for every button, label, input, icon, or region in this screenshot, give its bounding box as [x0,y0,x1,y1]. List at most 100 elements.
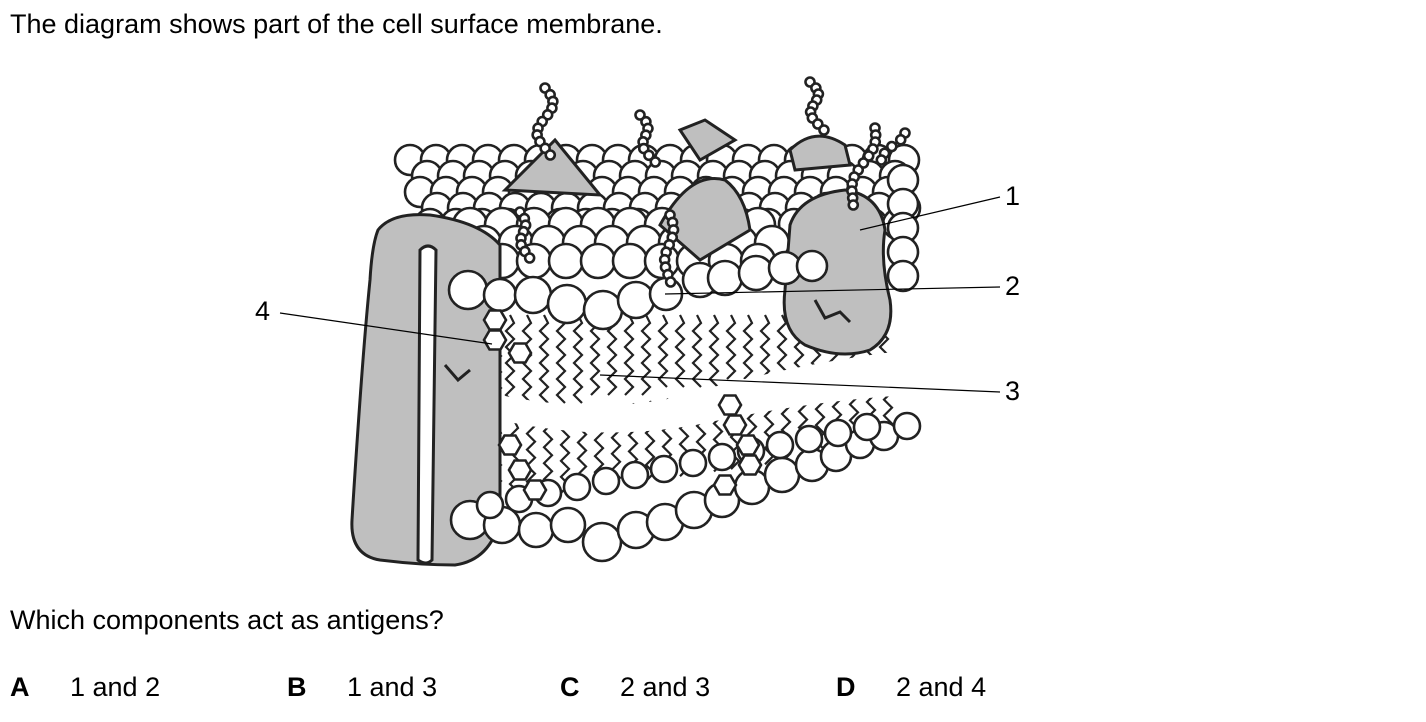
cholesterol-ring [482,329,508,351]
phospholipid-head [517,511,555,549]
sugar-bead [894,133,907,146]
fatty-acid-tail [640,314,652,396]
phospholipid-head [706,259,744,297]
phospholipid-head [549,506,587,544]
label-2: 2 [1005,271,1020,301]
phospholipid-head [795,249,829,283]
fatty-acid-tail [708,314,720,388]
phospholipid-head [579,242,617,280]
sugar-bead [875,154,888,166]
bilayer-gap [500,350,910,433]
surface-protein-right-back [788,134,852,172]
sugar-bead [847,199,860,211]
phospholipid-head [581,521,623,563]
protein-hook [443,364,471,383]
phospholipid-head [546,283,588,325]
channel-pore [416,244,438,565]
phospholipid-head [737,254,775,292]
question-prompt: Which components act as antigens? [10,605,444,635]
phospholipid-head [447,269,489,311]
fatty-acid-tail [759,314,771,380]
cholesterol-ring [497,434,523,456]
sugar-bead [523,252,536,264]
leader-line-1 [859,196,1001,231]
option-c-letter: C [560,672,580,702]
cholesterol-ring [507,459,533,481]
cholesterol-ring [735,434,761,456]
cholesterol-molecules [482,309,763,501]
option-a-letter: A [10,672,30,702]
surface-protein-middle [658,177,752,262]
question-intro: The diagram shows part of the cell surfa… [10,9,663,39]
fatty-acid-tail [657,314,669,388]
leader-line-4 [279,312,493,345]
protein-hook-right [813,299,852,324]
fatty-acid-tail [555,314,567,404]
fatty-acid-tail [725,314,737,380]
fatty-acid-tail [776,314,788,380]
glycoprotein-protein [782,188,893,356]
surface-protein-left [501,137,604,197]
phospholipid-head [852,412,882,442]
option-a-text: 1 and 2 [70,672,161,702]
option-a[interactable]: A 1 and 2 [10,670,160,704]
phospholipid-head [611,242,649,280]
option-b-text: 1 and 3 [347,672,438,702]
fatty-acid-tail [742,314,754,380]
phospholipid-head [765,430,795,460]
phospholipid-head [562,472,592,502]
option-b-letter: B [287,672,307,702]
phospholipid-head [678,448,708,478]
leader-line-3 [599,374,1001,393]
phospholipid-head [707,442,737,472]
leader-line-2 [664,286,1001,295]
phospholipid-head [649,454,679,484]
label-1: 1 [1005,181,1020,211]
option-c-text: 2 and 3 [620,672,711,702]
phospholipid-head [475,490,505,520]
phospholipid-head [582,289,624,331]
fatty-acid-tail [589,314,601,396]
phospholipid-head [513,275,553,315]
cholesterol-ring [722,414,748,436]
option-d-text: 2 and 4 [896,672,987,702]
option-c[interactable]: C 2 and 3 [560,670,710,704]
phospholipid-head [886,259,920,293]
fatty-acid-tail [504,314,516,412]
phospholipid-head [763,456,801,494]
sugar-bead [885,140,898,153]
cholesterol-ring [717,394,743,416]
front-phospholipid-heads [447,249,922,563]
answer-options: A 1 and 2 B 1 and 3 C 2 and 3 D 2 and 4 [10,670,1110,706]
cholesterol-ring [507,342,533,364]
label-4: 4 [255,296,270,326]
label-3: 3 [1005,376,1020,406]
phospholipid-head [616,280,656,320]
cholesterol-ring [482,309,508,331]
fatty-acid-tail [623,314,635,396]
phospholipid-head [547,242,585,280]
phospholipid-head [823,418,853,448]
fatty-acid-tail [674,314,686,388]
phospholipid-head [591,466,621,496]
option-d-letter: D [836,672,856,702]
sugar-bead [544,149,557,161]
option-d[interactable]: D 2 and 4 [836,670,986,704]
cholesterol-ring [522,479,548,501]
fatty-acid-tail [538,314,550,404]
phospholipid-head [482,277,518,313]
phospholipid-head [892,411,922,441]
carbohydrate-chains [514,76,911,288]
phospholipid-head [620,460,650,490]
sugar-bead [664,276,677,288]
cholesterol-ring [712,474,738,496]
option-b[interactable]: B 1 and 3 [287,670,437,704]
surface-protein-back [677,118,738,162]
fatty-acid-tail [572,314,584,404]
sugar-bead [643,149,655,162]
sugar-bead [649,156,662,168]
phospholipid-head [794,424,824,454]
sugar-bead [818,124,830,136]
cholesterol-ring [737,454,763,476]
fatty-acid-tail [691,314,703,388]
